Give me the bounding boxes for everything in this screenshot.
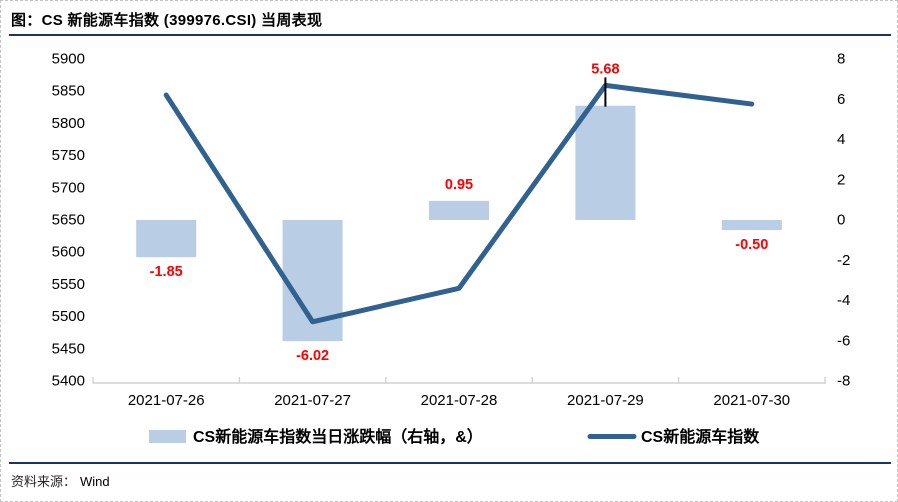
left-axis-tick-label: 5450	[52, 340, 85, 357]
bar-value-label: 5.68	[591, 61, 619, 77]
x-axis-label: 2021-07-29	[567, 392, 644, 409]
right-axis-tick-label: -2	[837, 252, 850, 269]
legend-bar-label: CS新能源车指数当日涨跌幅（右轴，&）	[193, 427, 483, 446]
source-note: 资料来源： Wind	[11, 471, 110, 490]
left-axis-tick-label: 5600	[52, 244, 85, 261]
bar-value-label: 0.95	[445, 177, 473, 193]
left-axis-tick-label: 5400	[52, 373, 85, 390]
x-axis-label: 2021-07-27	[274, 392, 351, 409]
right-axis-tick-label: 2	[837, 171, 845, 188]
x-axis-label: 2021-07-26	[128, 392, 205, 409]
legend-bar-swatch	[149, 430, 186, 443]
x-axis-label: 2021-07-28	[421, 392, 498, 409]
left-axis-tick-label: 5700	[52, 179, 85, 196]
right-axis-tick-label: 8	[837, 51, 845, 68]
left-axis-tick-label: 5500	[52, 308, 85, 325]
left-axis-tick-label: 5750	[52, 147, 85, 164]
bar	[429, 200, 489, 220]
legend-line-label: CS新能源车指数	[641, 427, 760, 446]
x-axis-label: 2021-07-30	[713, 392, 790, 409]
chart-title: 图：CS 新能源车指数 (399976.CSI) 当周表现	[11, 12, 323, 29]
right-axis-tick-label: -6	[837, 332, 850, 349]
bar	[575, 105, 636, 220]
title-underline	[9, 34, 891, 36]
left-axis-tick-label: 5650	[52, 212, 85, 229]
bar	[136, 220, 197, 258]
bar	[721, 220, 782, 231]
right-axis-tick-label: 6	[837, 91, 845, 108]
right-axis-tick-label: 4	[837, 131, 845, 148]
bar-value-label: -1.85	[150, 264, 183, 280]
bar-value-label: -6.02	[296, 348, 329, 364]
right-axis-tick-label: -4	[837, 292, 850, 309]
left-axis-tick-label: 5850	[52, 83, 85, 100]
index-line	[163, 82, 755, 325]
left-axis-tick-label: 5800	[52, 115, 85, 132]
bar-value-label: -0.50	[735, 237, 768, 253]
source-label: 资料来源：	[11, 474, 77, 489]
left-axis-tick-label: 5900	[52, 51, 85, 68]
source-value: Wind	[80, 474, 110, 489]
right-axis-tick-label: 0	[837, 212, 845, 229]
footer-topline	[9, 462, 891, 464]
left-axis-tick-label: 5550	[52, 276, 85, 293]
right-axis-tick-label: -8	[837, 373, 850, 390]
